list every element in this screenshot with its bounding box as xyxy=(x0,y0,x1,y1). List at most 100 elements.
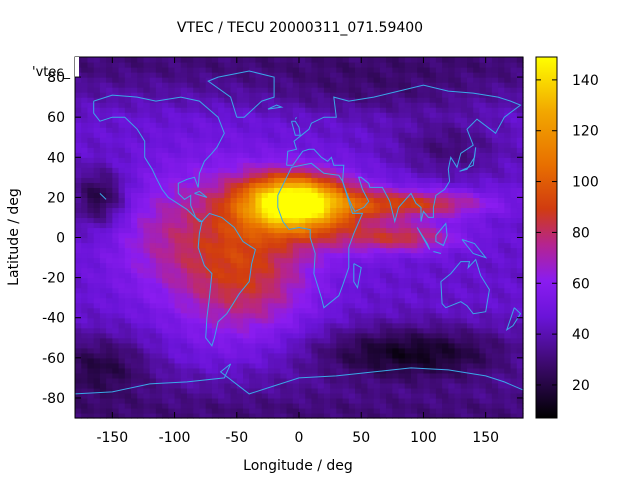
heatmap-cell xyxy=(398,307,406,314)
heatmap-cell xyxy=(106,327,113,334)
heatmap-cell xyxy=(267,392,275,399)
heatmap-cell xyxy=(224,347,232,354)
heatmap-cell xyxy=(174,127,182,133)
heatmap-cell xyxy=(267,82,275,88)
heatmap-cell xyxy=(205,67,213,73)
heatmap-cell xyxy=(491,272,499,279)
heatmap-cell xyxy=(205,307,213,314)
heatmap-cell xyxy=(280,212,288,219)
heatmap-cell xyxy=(417,232,425,239)
heatmap-cell xyxy=(211,342,219,349)
heatmap-cell xyxy=(361,392,369,399)
heatmap-cell xyxy=(230,317,238,324)
heatmap-cell xyxy=(267,112,275,118)
heatmap-cell xyxy=(348,382,356,389)
heatmap-cell xyxy=(386,242,393,249)
heatmap-cell xyxy=(87,277,95,284)
heatmap-cell xyxy=(429,357,437,364)
heatmap-cell xyxy=(218,167,225,173)
heatmap-cell xyxy=(404,382,412,389)
heatmap-cell xyxy=(168,152,176,158)
heatmap-cell xyxy=(143,132,151,138)
heatmap-cell xyxy=(174,267,182,274)
heatmap-cell xyxy=(187,412,194,419)
heatmap-cell xyxy=(361,237,369,244)
heatmap-cell xyxy=(516,142,524,148)
heatmap-cell xyxy=(373,117,381,123)
heatmap-cell xyxy=(510,407,518,414)
heatmap-cell xyxy=(292,167,300,173)
heatmap-cell xyxy=(267,122,275,128)
heatmap-cell xyxy=(106,397,113,404)
heatmap-cell xyxy=(373,332,381,339)
heatmap-cell xyxy=(193,227,201,234)
heatmap-cell xyxy=(131,152,138,158)
heatmap-cell xyxy=(143,292,151,299)
heatmap-cell xyxy=(224,157,232,163)
heatmap-cell xyxy=(255,352,263,359)
heatmap-cell xyxy=(454,402,462,409)
heatmap-cell xyxy=(187,97,194,103)
heatmap-cell xyxy=(224,177,232,183)
heatmap-cell xyxy=(404,92,412,98)
heatmap-cell xyxy=(149,297,157,304)
heatmap-cell xyxy=(199,277,207,284)
heatmap-cell xyxy=(193,152,201,158)
heatmap-cell xyxy=(435,87,443,93)
heatmap-cell xyxy=(392,407,400,414)
heatmap-cell xyxy=(348,272,356,279)
heatmap-cell xyxy=(323,182,331,188)
heatmap-cell xyxy=(180,97,188,103)
heatmap-cell xyxy=(81,247,89,254)
heatmap-cell xyxy=(392,137,400,143)
heatmap-cell xyxy=(504,127,512,133)
heatmap-cell xyxy=(280,352,288,359)
heatmap-cell xyxy=(124,67,132,73)
heatmap-cell xyxy=(361,362,369,369)
heatmap-cell xyxy=(311,247,319,254)
heatmap-cell xyxy=(174,167,182,173)
heatmap-cell xyxy=(454,112,462,118)
heatmap-cell xyxy=(454,167,462,173)
heatmap-cell xyxy=(361,202,369,209)
heatmap-cell xyxy=(342,312,350,319)
heatmap-cell xyxy=(87,142,95,148)
heatmap-cell xyxy=(323,242,331,249)
heatmap-cell xyxy=(230,107,238,113)
heatmap-cell xyxy=(317,367,325,374)
heatmap-cell xyxy=(348,362,356,369)
heatmap-cell xyxy=(93,132,101,138)
heatmap-cell xyxy=(174,352,182,359)
heatmap-cell xyxy=(299,122,306,128)
heatmap-cell xyxy=(143,332,151,339)
heatmap-cell xyxy=(75,192,82,198)
heatmap-cell xyxy=(448,242,456,249)
heatmap-cell xyxy=(112,97,120,103)
heatmap-cell xyxy=(162,232,169,239)
heatmap-cell xyxy=(442,287,449,294)
heatmap-cell xyxy=(149,387,157,394)
heatmap-cell xyxy=(87,67,95,73)
heatmap-cell xyxy=(498,392,505,399)
heatmap-cell xyxy=(423,157,431,163)
heatmap-cell xyxy=(467,267,474,274)
heatmap-cell xyxy=(373,227,381,234)
heatmap-cell xyxy=(448,192,456,198)
heatmap-cell xyxy=(311,402,319,409)
heatmap-cell xyxy=(386,407,393,414)
heatmap-cell xyxy=(317,377,325,384)
heatmap-cell xyxy=(299,272,306,279)
heatmap-cell xyxy=(99,302,107,309)
heatmap-cell xyxy=(236,207,244,214)
heatmap-cell xyxy=(174,337,182,344)
heatmap-cell xyxy=(168,337,176,344)
heatmap-cell xyxy=(429,162,437,168)
heatmap-cell xyxy=(193,147,201,153)
heatmap-cell xyxy=(479,407,487,414)
heatmap-cell xyxy=(155,192,163,198)
heatmap-cell xyxy=(305,157,313,163)
heatmap-cell xyxy=(243,122,250,128)
heatmap-cell xyxy=(504,162,512,168)
heatmap-cell xyxy=(137,242,145,249)
heatmap-cell xyxy=(485,387,493,394)
